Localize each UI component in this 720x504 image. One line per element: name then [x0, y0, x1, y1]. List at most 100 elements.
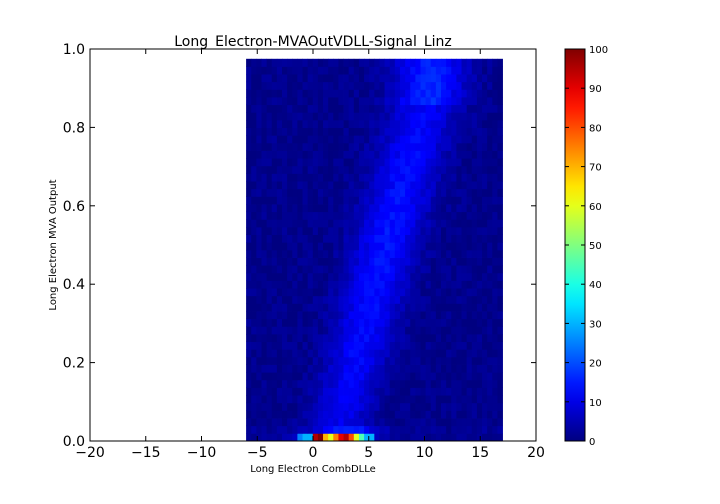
heatmap-cell — [292, 402, 298, 411]
heatmap-cell — [379, 173, 385, 182]
heatmap-cell — [266, 204, 273, 213]
heatmap-cell — [343, 158, 350, 167]
heatmap-cell — [292, 372, 298, 381]
heatmap-cell — [317, 89, 324, 98]
heatmap-cell — [276, 402, 283, 411]
heatmap-cell — [302, 402, 309, 411]
heatmap-cell — [441, 280, 447, 289]
heatmap-cell — [389, 165, 396, 174]
heatmap-cell — [261, 165, 268, 174]
heatmap-cell — [374, 142, 380, 151]
heatmap-cell — [482, 425, 488, 434]
heatmap-cell — [292, 81, 298, 90]
heatmap-cell — [353, 173, 360, 182]
heatmap-cell — [333, 356, 339, 365]
heatmap-cell — [292, 433, 298, 442]
heatmap-cell — [358, 295, 365, 304]
heatmap-cell — [379, 379, 385, 388]
heatmap-cell — [323, 196, 329, 205]
heatmap-cell — [389, 410, 396, 419]
heatmap-cell — [446, 272, 452, 281]
heatmap-cell — [441, 104, 447, 113]
heatmap-cell — [251, 364, 257, 373]
heatmap-cell — [471, 135, 478, 144]
heatmap-cell — [266, 181, 273, 190]
heatmap-cell — [497, 150, 503, 159]
heatmap-cell — [482, 272, 488, 281]
heatmap-cell — [476, 326, 483, 335]
heatmap-cell — [246, 288, 252, 297]
heatmap-cell — [302, 295, 309, 304]
heatmap-cell — [492, 74, 498, 83]
heatmap-cell — [287, 265, 293, 274]
heatmap-cell — [430, 288, 437, 297]
heatmap-cell — [282, 196, 288, 205]
heatmap-cell — [482, 127, 488, 136]
heatmap-cell — [430, 311, 437, 320]
heatmap-cell — [246, 395, 252, 404]
heatmap-cell — [369, 196, 375, 205]
heatmap-cell — [441, 272, 447, 281]
heatmap-cell — [328, 165, 334, 174]
heatmap-cell — [343, 173, 350, 182]
heatmap-cell — [461, 433, 468, 442]
heatmap-cell — [287, 410, 293, 419]
heatmap-cell — [338, 364, 344, 373]
heatmap-cell — [292, 333, 298, 343]
heatmap-cell — [287, 387, 293, 396]
heatmap-cell — [328, 127, 334, 136]
heatmap-cell — [394, 425, 401, 434]
heatmap-cell — [379, 280, 385, 289]
heatmap-cell — [266, 142, 273, 151]
heatmap-cell — [348, 349, 355, 358]
heatmap-cell — [287, 379, 293, 388]
heatmap-cell — [251, 402, 257, 411]
heatmap-cell — [297, 333, 303, 343]
heatmap-cell — [425, 356, 432, 365]
heatmap-cell — [399, 119, 406, 128]
heatmap-cell — [461, 234, 468, 243]
heatmap-cell — [256, 395, 262, 404]
heatmap-cell — [338, 196, 344, 205]
heatmap-cell — [487, 280, 493, 289]
heatmap-cell — [405, 74, 411, 83]
heatmap-cell — [451, 387, 457, 396]
heatmap-cell — [302, 318, 309, 327]
heatmap-cell — [389, 356, 396, 365]
heatmap-cell — [333, 135, 339, 144]
heatmap-cell — [338, 188, 344, 197]
heatmap-cell — [497, 119, 503, 128]
heatmap-cell — [317, 288, 324, 297]
heatmap-cell — [471, 387, 478, 396]
heatmap-cell — [492, 280, 498, 289]
heatmap-cell — [333, 188, 339, 197]
heatmap-cell — [482, 280, 488, 289]
heatmap-cell — [266, 425, 273, 434]
heatmap-cell — [446, 349, 452, 358]
heatmap-cell — [415, 104, 421, 113]
heatmap-cell — [292, 165, 298, 174]
heatmap-cell — [389, 66, 396, 75]
heatmap-cell — [384, 387, 391, 396]
heatmap-cell — [471, 341, 478, 350]
heatmap-cell — [297, 425, 303, 434]
heatmap-cell — [399, 379, 406, 388]
heatmap-cell — [497, 204, 503, 213]
heatmap-cell — [307, 234, 314, 243]
heatmap-cell — [292, 379, 298, 388]
heatmap-cell — [435, 333, 442, 343]
heatmap-cell — [487, 356, 493, 365]
heatmap-cell — [328, 58, 334, 67]
heatmap-cell — [307, 242, 314, 251]
heatmap-cell — [487, 173, 493, 182]
heatmap-cell — [276, 288, 283, 297]
heatmap-cell — [307, 196, 314, 205]
heatmap-cell — [410, 295, 416, 304]
heatmap-cell — [364, 158, 370, 167]
heatmap-cell — [430, 127, 437, 136]
heatmap-cell — [302, 395, 309, 404]
heatmap-cell — [492, 372, 498, 381]
heatmap-cell — [282, 410, 288, 419]
heatmap-cell — [297, 234, 303, 243]
heatmap-cell — [323, 173, 329, 182]
